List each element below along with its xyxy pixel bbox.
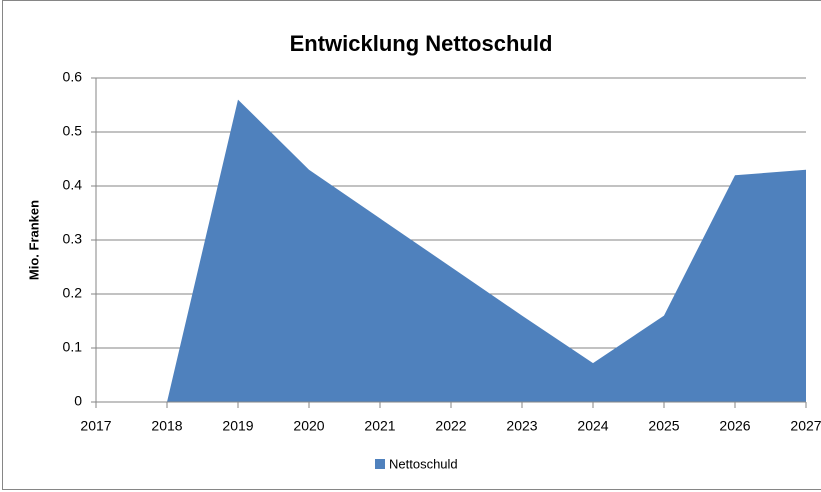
x-tick-label: 2020: [293, 418, 324, 434]
y-tick-label: 0.6: [63, 69, 83, 85]
x-tick-label: 2019: [222, 418, 253, 434]
legend-label: Nettoschuld: [389, 456, 458, 471]
x-tick-label: 2021: [364, 418, 395, 434]
x-tick-label: 2024: [577, 418, 608, 434]
x-tick-label: 2023: [506, 418, 537, 434]
y-axis-label: Mio. Franken: [26, 200, 41, 280]
legend-swatch: [375, 459, 385, 469]
chart-title: Entwicklung Nettoschuld: [290, 31, 553, 56]
y-tick-label: 0.2: [63, 285, 83, 301]
x-tick-label: 2026: [719, 418, 750, 434]
y-tick-label: 0.4: [63, 177, 83, 193]
x-tick-label: 2017: [80, 418, 111, 434]
area: [96, 99, 806, 402]
y-tick-label: 0.5: [63, 123, 83, 139]
y-tick-label: 0.1: [63, 339, 83, 355]
x-tick-label: 2027: [790, 418, 821, 434]
x-tick-label: 2018: [151, 418, 182, 434]
y-tick-label: 0.3: [63, 231, 83, 247]
x-tick-label: 2022: [435, 418, 466, 434]
y-tick-label: 0: [74, 393, 82, 409]
x-tick-label: 2025: [648, 418, 679, 434]
